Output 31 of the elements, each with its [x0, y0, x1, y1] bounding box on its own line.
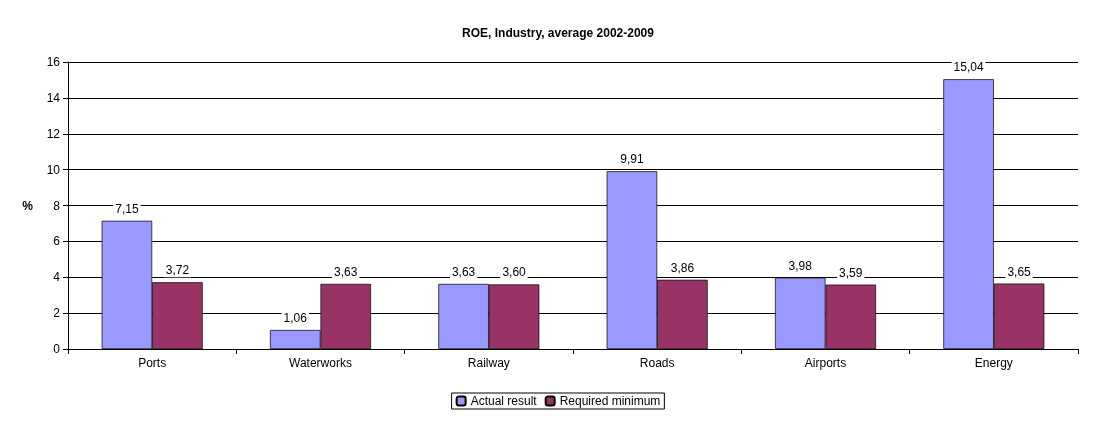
y-tick-label: 2: [53, 306, 61, 321]
data-label: 3,63: [451, 264, 476, 279]
legend-label: Actual result: [470, 394, 538, 408]
y-tick-label: 8: [53, 198, 61, 213]
y-tick-label: 0: [53, 342, 61, 356]
y-tick-label: 12: [46, 126, 61, 141]
x-tick-label: Energy: [974, 356, 1013, 370]
data-label: 3,65: [1007, 264, 1032, 279]
data-label: 3,98: [788, 258, 813, 273]
x-tick-label: Ports: [138, 356, 167, 370]
y-tick-label: 6: [53, 234, 61, 249]
data-label: 3,72: [165, 263, 190, 278]
y-axis-title: %: [22, 198, 34, 213]
data-label: 15,04: [953, 60, 984, 75]
x-tick-label: Waterworks: [289, 356, 352, 370]
data-label: 3,86: [670, 260, 695, 275]
y-tick-label: 14: [46, 90, 61, 105]
data-label: 7,15: [115, 201, 139, 216]
y-tick-label: 10: [46, 162, 61, 177]
data-label: 1,06: [283, 310, 308, 325]
y-tick-label: 16: [46, 55, 61, 69]
x-tick-label: Airports: [804, 356, 847, 370]
x-tick-label: Railway: [467, 356, 510, 370]
data-label: 3,63: [334, 264, 358, 279]
data-label: 3,59: [839, 265, 863, 280]
x-tick-label: Roads: [639, 356, 675, 370]
chart-title: ROE, Industry, average 2002-2009: [462, 26, 655, 40]
data-label: 3,60: [502, 265, 527, 280]
legend-label: Required minimum: [559, 394, 661, 408]
data-label: 9,91: [620, 152, 644, 167]
y-tick-label: 4: [53, 270, 61, 285]
